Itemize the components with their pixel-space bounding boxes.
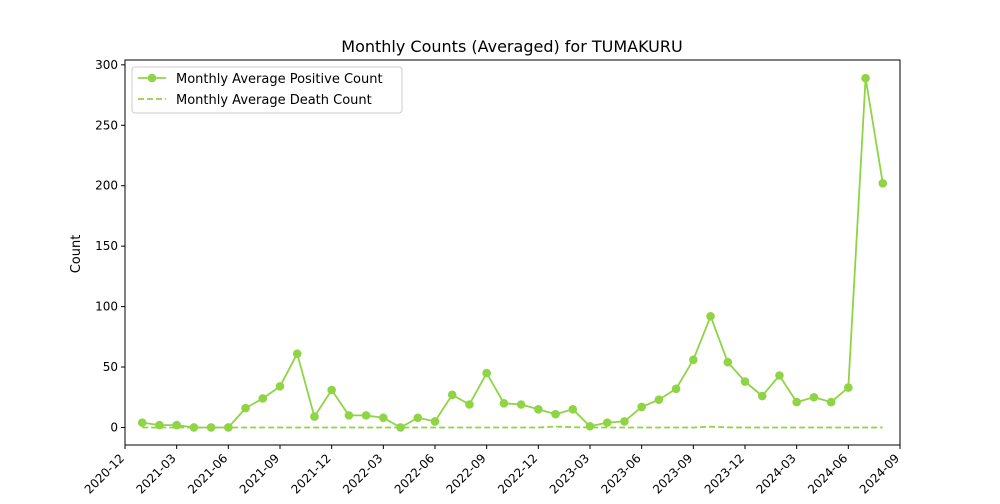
data-point (568, 405, 578, 414)
data-point (723, 357, 733, 367)
data-point (671, 384, 681, 394)
data-point (430, 417, 440, 426)
data-point (482, 368, 491, 378)
x-tick-label: 2021-03 (133, 451, 178, 496)
x-tick-label: 2024-03 (753, 451, 798, 496)
data-point (757, 391, 767, 401)
legend-marker (147, 73, 157, 83)
data-point (327, 385, 336, 395)
data-point (551, 409, 560, 419)
x-tick-label: 2023-12 (702, 451, 747, 496)
x-tick-label: 2023-06 (598, 451, 643, 496)
data-point (516, 400, 526, 409)
data-point (585, 421, 595, 431)
data-point (861, 73, 870, 83)
death-count-line (142, 425, 883, 429)
data-point (654, 395, 664, 404)
data-point (189, 423, 199, 432)
data-point (258, 394, 268, 403)
data-point (620, 417, 629, 426)
x-tick-label: 2022-06 (392, 451, 437, 496)
x-tick-label: 2023-03 (547, 451, 592, 496)
y-tick-label: 200 (95, 179, 118, 193)
x-tick-label: 2023-09 (650, 451, 695, 496)
plot-frame (124, 59, 901, 446)
data-point (379, 413, 388, 423)
chart-title: Monthly Counts (Averaged) for TUMAKURU (341, 37, 682, 56)
data-point (602, 418, 612, 427)
x-tick-label: 2020-12 (82, 451, 127, 496)
data-point (534, 405, 543, 414)
data-point (413, 413, 423, 423)
data-point (878, 178, 888, 188)
x-tick-label: 2021-12 (288, 451, 333, 496)
data-point (447, 390, 457, 400)
x-tick-label: 2021-06 (185, 451, 230, 496)
data-point (292, 349, 302, 359)
data-point (637, 402, 646, 412)
legend-box (131, 66, 403, 114)
data-point (344, 411, 354, 420)
data-point (844, 383, 853, 392)
legend-label: Monthly Average Death Count (176, 93, 372, 108)
y-tick-label: 50 (103, 360, 118, 374)
data-point (465, 400, 474, 409)
data-point (361, 411, 371, 420)
x-tick-label: 2024-09 (857, 451, 902, 496)
legend: Monthly Average Positive Count Monthly Av… (131, 66, 403, 114)
y-tick-label: 300 (95, 58, 118, 72)
legend-label: Monthly Average Positive Count (176, 72, 383, 87)
y-tick-label: 100 (95, 300, 118, 314)
data-point (137, 418, 147, 427)
data-point (275, 382, 285, 391)
data-point (689, 355, 698, 365)
y-tick-label: 150 (95, 239, 118, 253)
data-point (706, 311, 715, 321)
x-tick-label: 2022-03 (340, 451, 385, 496)
y-tick-label: 250 (95, 118, 118, 132)
data-point (775, 371, 784, 380)
data-point (826, 397, 836, 407)
data-point (792, 397, 801, 407)
data-point (740, 377, 750, 386)
data-point (396, 423, 405, 432)
x-tick-label: 2021-09 (237, 451, 282, 496)
y-axis-label: Count (69, 235, 84, 274)
x-tick-label: 2022-09 (443, 451, 488, 496)
data-point (809, 392, 819, 402)
positive-count-line (142, 77, 884, 429)
data-point (241, 403, 250, 413)
x-tick-label: 2024-06 (805, 451, 850, 496)
data-point (499, 398, 509, 408)
x-tick-label: 2022-12 (495, 451, 540, 496)
y-tick-label: 0 (110, 420, 118, 434)
data-point (310, 412, 319, 421)
